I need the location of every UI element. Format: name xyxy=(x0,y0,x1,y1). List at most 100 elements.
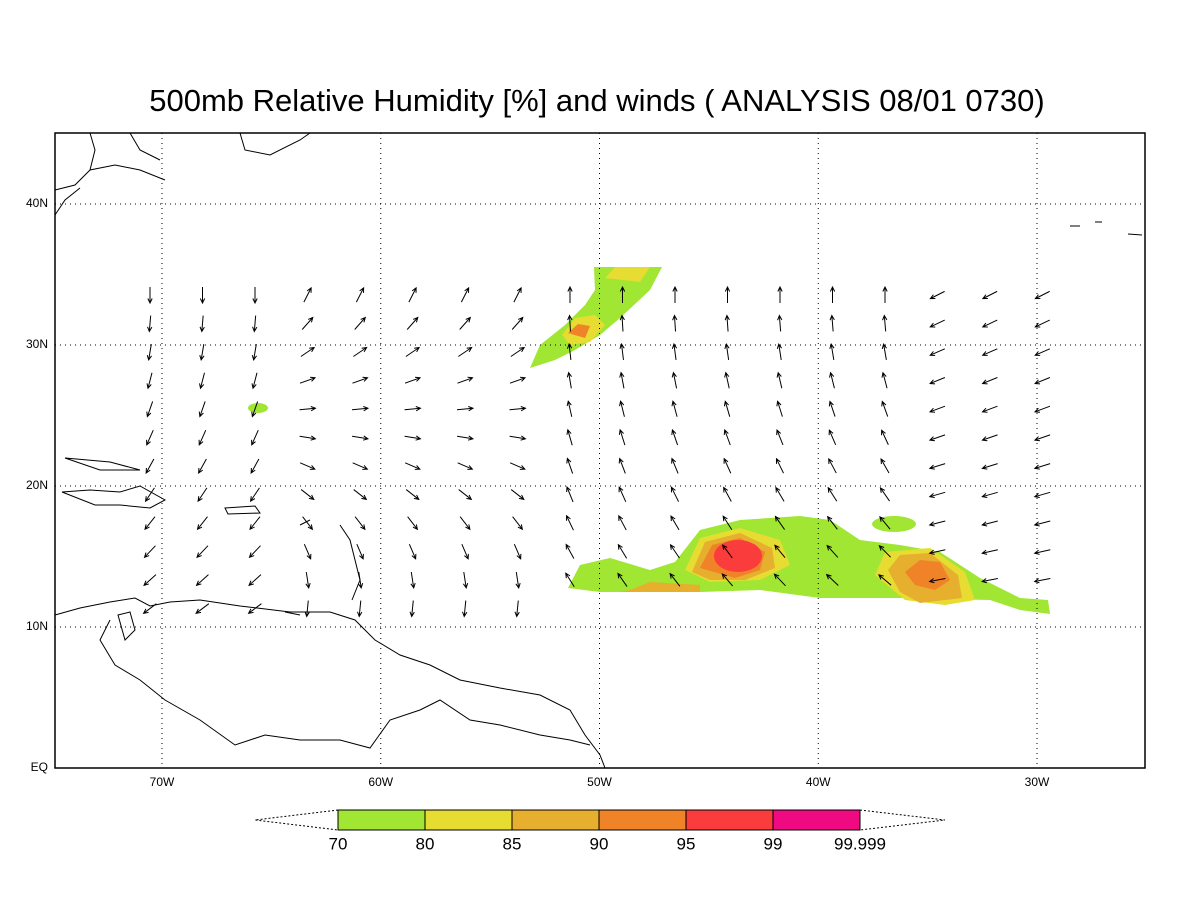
wind-arrow xyxy=(251,344,257,362)
wind-arrow xyxy=(879,486,890,502)
wind-arrow xyxy=(404,406,422,412)
wind-arrow xyxy=(145,458,155,475)
wind-arrow xyxy=(981,434,998,442)
wind-arrow xyxy=(355,286,365,303)
lat-label: 10N xyxy=(26,619,48,633)
wind-arrow xyxy=(777,314,783,332)
wind-arrow xyxy=(829,342,835,360)
wind-arrow xyxy=(509,406,527,412)
wind-arrow xyxy=(304,600,310,618)
wind-arrow xyxy=(1033,491,1051,499)
wind-arrow xyxy=(774,515,785,530)
wind-arrow xyxy=(354,516,366,531)
wind-arrow xyxy=(456,406,475,412)
wind-arrow xyxy=(146,401,154,418)
wind-arrow xyxy=(1034,377,1051,385)
wind-arrow xyxy=(404,435,422,441)
wind-arrow xyxy=(981,549,998,555)
wind-arrow xyxy=(565,543,575,559)
wind-arrow xyxy=(1033,549,1051,555)
wind-arrow xyxy=(928,405,946,413)
wind-arrow xyxy=(723,400,731,417)
wind-arrow xyxy=(299,376,317,384)
wind-arrow xyxy=(199,344,205,362)
wind-arrow xyxy=(509,376,527,384)
wind-arrow xyxy=(929,319,945,328)
wind-arrow xyxy=(146,372,153,390)
wind-arrow xyxy=(143,545,156,559)
wind-arrow xyxy=(829,371,835,389)
wind-arrow xyxy=(462,600,468,618)
wind-arrow xyxy=(405,346,421,357)
lon-label: 70W xyxy=(150,775,175,789)
wind-arrow xyxy=(566,457,574,474)
wind-arrow xyxy=(357,572,364,590)
wind-arrow xyxy=(510,346,526,357)
wind-arrow xyxy=(619,314,625,332)
wind-arrow xyxy=(248,574,262,587)
wind-arrow xyxy=(252,315,258,333)
wind-arrow xyxy=(196,545,209,559)
wind-arrow xyxy=(457,376,474,384)
wind-arrow xyxy=(981,405,998,413)
coastlines xyxy=(54,132,1143,769)
wind-arrow xyxy=(147,315,153,333)
wind-arrow xyxy=(671,371,678,389)
wind-arrow xyxy=(459,516,471,531)
wind-arrow xyxy=(251,429,259,446)
colorbar-swatch xyxy=(424,809,513,831)
wind-arrow xyxy=(881,429,889,445)
wind-arrow xyxy=(457,435,475,441)
wind-arrow xyxy=(826,544,839,558)
wind-arrow xyxy=(566,342,573,361)
wind-arrow xyxy=(669,572,681,587)
wind-arrow xyxy=(617,572,628,587)
wind-arrow xyxy=(879,515,891,530)
wind-arrow xyxy=(300,346,316,357)
wind-arrow xyxy=(618,514,627,531)
map-grid: 70W 60W 50W 40W 30W EQ 10N 20N 30N 40N xyxy=(26,133,1145,789)
wind-arrow xyxy=(459,316,472,330)
wind-arrow xyxy=(828,429,837,446)
wind-arrow xyxy=(512,516,524,531)
wind-arrow xyxy=(618,428,626,446)
wind-arrow xyxy=(928,434,946,442)
wind-arrow xyxy=(880,458,890,474)
wind-arrow xyxy=(198,429,207,446)
wind-arrow xyxy=(356,543,364,560)
wind-arrow xyxy=(146,344,152,362)
wind-arrow xyxy=(301,316,314,330)
lon-label: 60W xyxy=(368,775,393,789)
wind-arrow xyxy=(147,287,153,305)
wind-arrow xyxy=(929,348,946,356)
wind-arrow xyxy=(251,372,258,390)
wind-arrow xyxy=(305,572,311,590)
wind-arrow xyxy=(981,463,998,470)
wind-arrow xyxy=(299,462,316,470)
wind-arrow xyxy=(509,435,527,441)
wind-arrow xyxy=(353,346,368,357)
colorbar-swatch xyxy=(685,809,774,831)
wind-arrow xyxy=(511,316,524,330)
wind-arrow xyxy=(565,572,575,588)
wind-arrow xyxy=(198,401,206,418)
wind-arrow xyxy=(199,372,205,390)
colorbar-swatch xyxy=(511,809,600,831)
wind-arrow xyxy=(409,600,415,618)
wind-arrow xyxy=(981,577,998,584)
humidity-shading xyxy=(248,267,1050,614)
wind-arrow xyxy=(405,489,420,501)
wind-arrow xyxy=(829,314,835,332)
colorbar-label: 99 xyxy=(764,834,783,853)
wind-arrow xyxy=(249,487,260,503)
wind-arrow xyxy=(299,406,317,412)
wind-arrow xyxy=(404,462,421,470)
lon-label: 40W xyxy=(806,775,831,789)
wind-arrow xyxy=(929,290,945,300)
wind-arrow xyxy=(251,401,259,418)
wind-arrow xyxy=(882,314,888,332)
wind-arrow xyxy=(408,286,417,303)
lon-label: 30W xyxy=(1025,775,1050,789)
wind-arrow xyxy=(303,543,312,560)
wind-arrow xyxy=(462,572,469,590)
